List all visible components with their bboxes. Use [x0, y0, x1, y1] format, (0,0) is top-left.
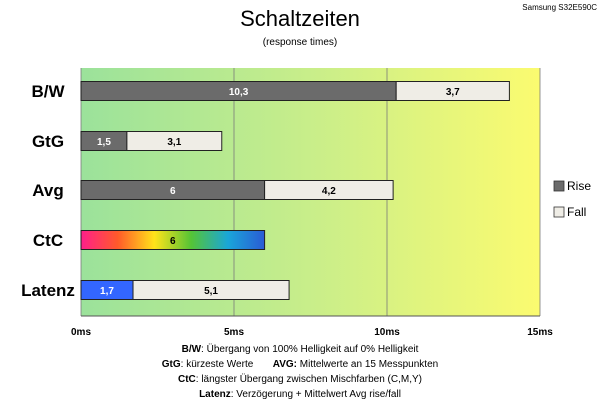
footer-key-latenz: Latenz [199, 389, 231, 400]
footer-text-latenz: : Verzögerung + Mittelwert Avg rise/fall [230, 389, 401, 400]
category-label-4: Latenz [21, 281, 75, 300]
category-label-1: GtG [32, 132, 64, 151]
footer-line-gtg-avg: GtG: kürzeste Werte AVG: Mittelwerte an … [0, 357, 600, 372]
bar-label-fall-4: 5,1 [204, 286, 218, 297]
category-label-0: B/W [31, 82, 65, 101]
x-tick-label-1: 5ms [224, 327, 244, 338]
bar-fall-0 [395, 81, 510, 101]
bar-label-rise-2: 6 [170, 186, 176, 197]
bar-label-fall-0: 3,7 [446, 87, 460, 98]
legend-swatch-fall [553, 206, 565, 218]
x-tick-label-2: 10ms [374, 327, 400, 338]
footer-key-avg: AVG: [272, 359, 298, 370]
footer-text-ctc: : längster Übergang zwischen Mischfarben… [195, 374, 422, 385]
legend-label-rise: Rise [567, 179, 591, 193]
bar-rise-3 [80, 230, 266, 250]
footer-text-bw: : Übergang von 100% Helligkeit auf 0% He… [201, 344, 419, 355]
legend: Rise Fall [553, 179, 591, 219]
bar-fall-4 [132, 280, 290, 300]
legend-swatch-rise [553, 180, 565, 192]
x-tick-label-0: 0ms [71, 327, 91, 338]
bar-label-rise-0: 10,3 [229, 87, 249, 98]
bar-label-rise-1: 1,5 [97, 137, 111, 148]
footer-line-ctc: CtC: längster Übergang zwischen Mischfar… [0, 372, 600, 387]
chart-title: Schaltzeiten [240, 6, 360, 31]
bar-label-fall-2: 4,2 [322, 186, 336, 197]
x-tick-label-3: 15ms [527, 327, 553, 338]
monitor-model: Samsung S32E590C [522, 3, 597, 12]
footer-key-bw: B/W [181, 344, 202, 355]
legend-label-fall: Fall [567, 205, 586, 219]
bar-label-fall-1: 3,1 [167, 137, 181, 148]
bar-label-rise-3: 6 [170, 236, 176, 247]
footer-key-gtg: GtG [161, 359, 181, 370]
category-label-3: CtC [33, 231, 63, 250]
chart-subtitle: (response times) [263, 37, 337, 48]
footer-text-gtg: : kürzeste Werte [180, 359, 254, 370]
bar-label-rise-4: 1,7 [100, 286, 114, 297]
footer-line-latenz: Latenz: Verzögerung + Mittelwert Avg ris… [0, 387, 600, 402]
bar-fall-1 [126, 131, 223, 151]
footer-key-ctc: CtC [178, 374, 196, 385]
footer-text-avg: Mittelwerte an 15 Messpunkten [297, 359, 439, 370]
category-label-2: Avg [32, 181, 64, 200]
footer-line-bw: B/W: Übergang von 100% Helligkeit auf 0%… [0, 342, 600, 357]
bar-fall-2 [264, 180, 394, 200]
